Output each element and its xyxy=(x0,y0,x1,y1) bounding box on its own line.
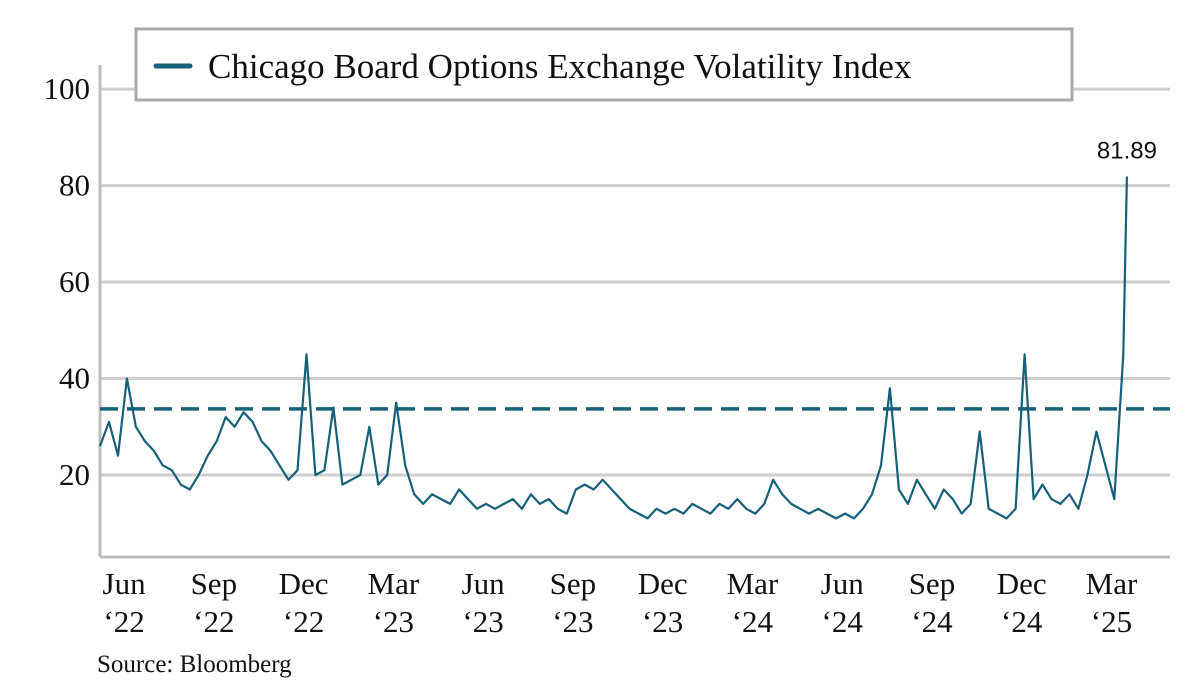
x-tick-label: Jun ‘23 xyxy=(462,566,506,639)
series-line xyxy=(98,176,1128,520)
y-tick-label: 80 xyxy=(59,168,90,203)
x-tick-label: Jun ‘24 xyxy=(821,566,865,639)
y-tick-label: 20 xyxy=(59,457,90,492)
peak-label: 81.89 xyxy=(1097,137,1157,164)
x-tick-label: Dec ‘24 xyxy=(997,566,1047,639)
x-tick-label: Dec ‘22 xyxy=(279,566,329,639)
x-tick-label: Dec ‘23 xyxy=(638,566,688,639)
y-tick-label: 100 xyxy=(44,71,91,106)
x-tick-label: Sep ‘24 xyxy=(909,566,956,639)
x-tick-label: Sep ‘23 xyxy=(550,566,597,639)
x-tick-label: Sep ‘22 xyxy=(191,566,238,639)
y-tick-label: 60 xyxy=(59,264,90,299)
legend-box xyxy=(134,27,1074,102)
source: Source: Bloomberg xyxy=(97,651,292,678)
x-tick-label: Mar ‘25 xyxy=(1086,566,1138,639)
legend-label: Chicago Board Options Exchange Volatilit… xyxy=(208,47,912,86)
x-tick-label: Jun ‘22 xyxy=(103,566,147,639)
x-tick-label: Mar ‘23 xyxy=(368,566,420,639)
x-tick-label: Mar ‘24 xyxy=(727,566,779,639)
y-tick-label: 40 xyxy=(59,361,90,396)
